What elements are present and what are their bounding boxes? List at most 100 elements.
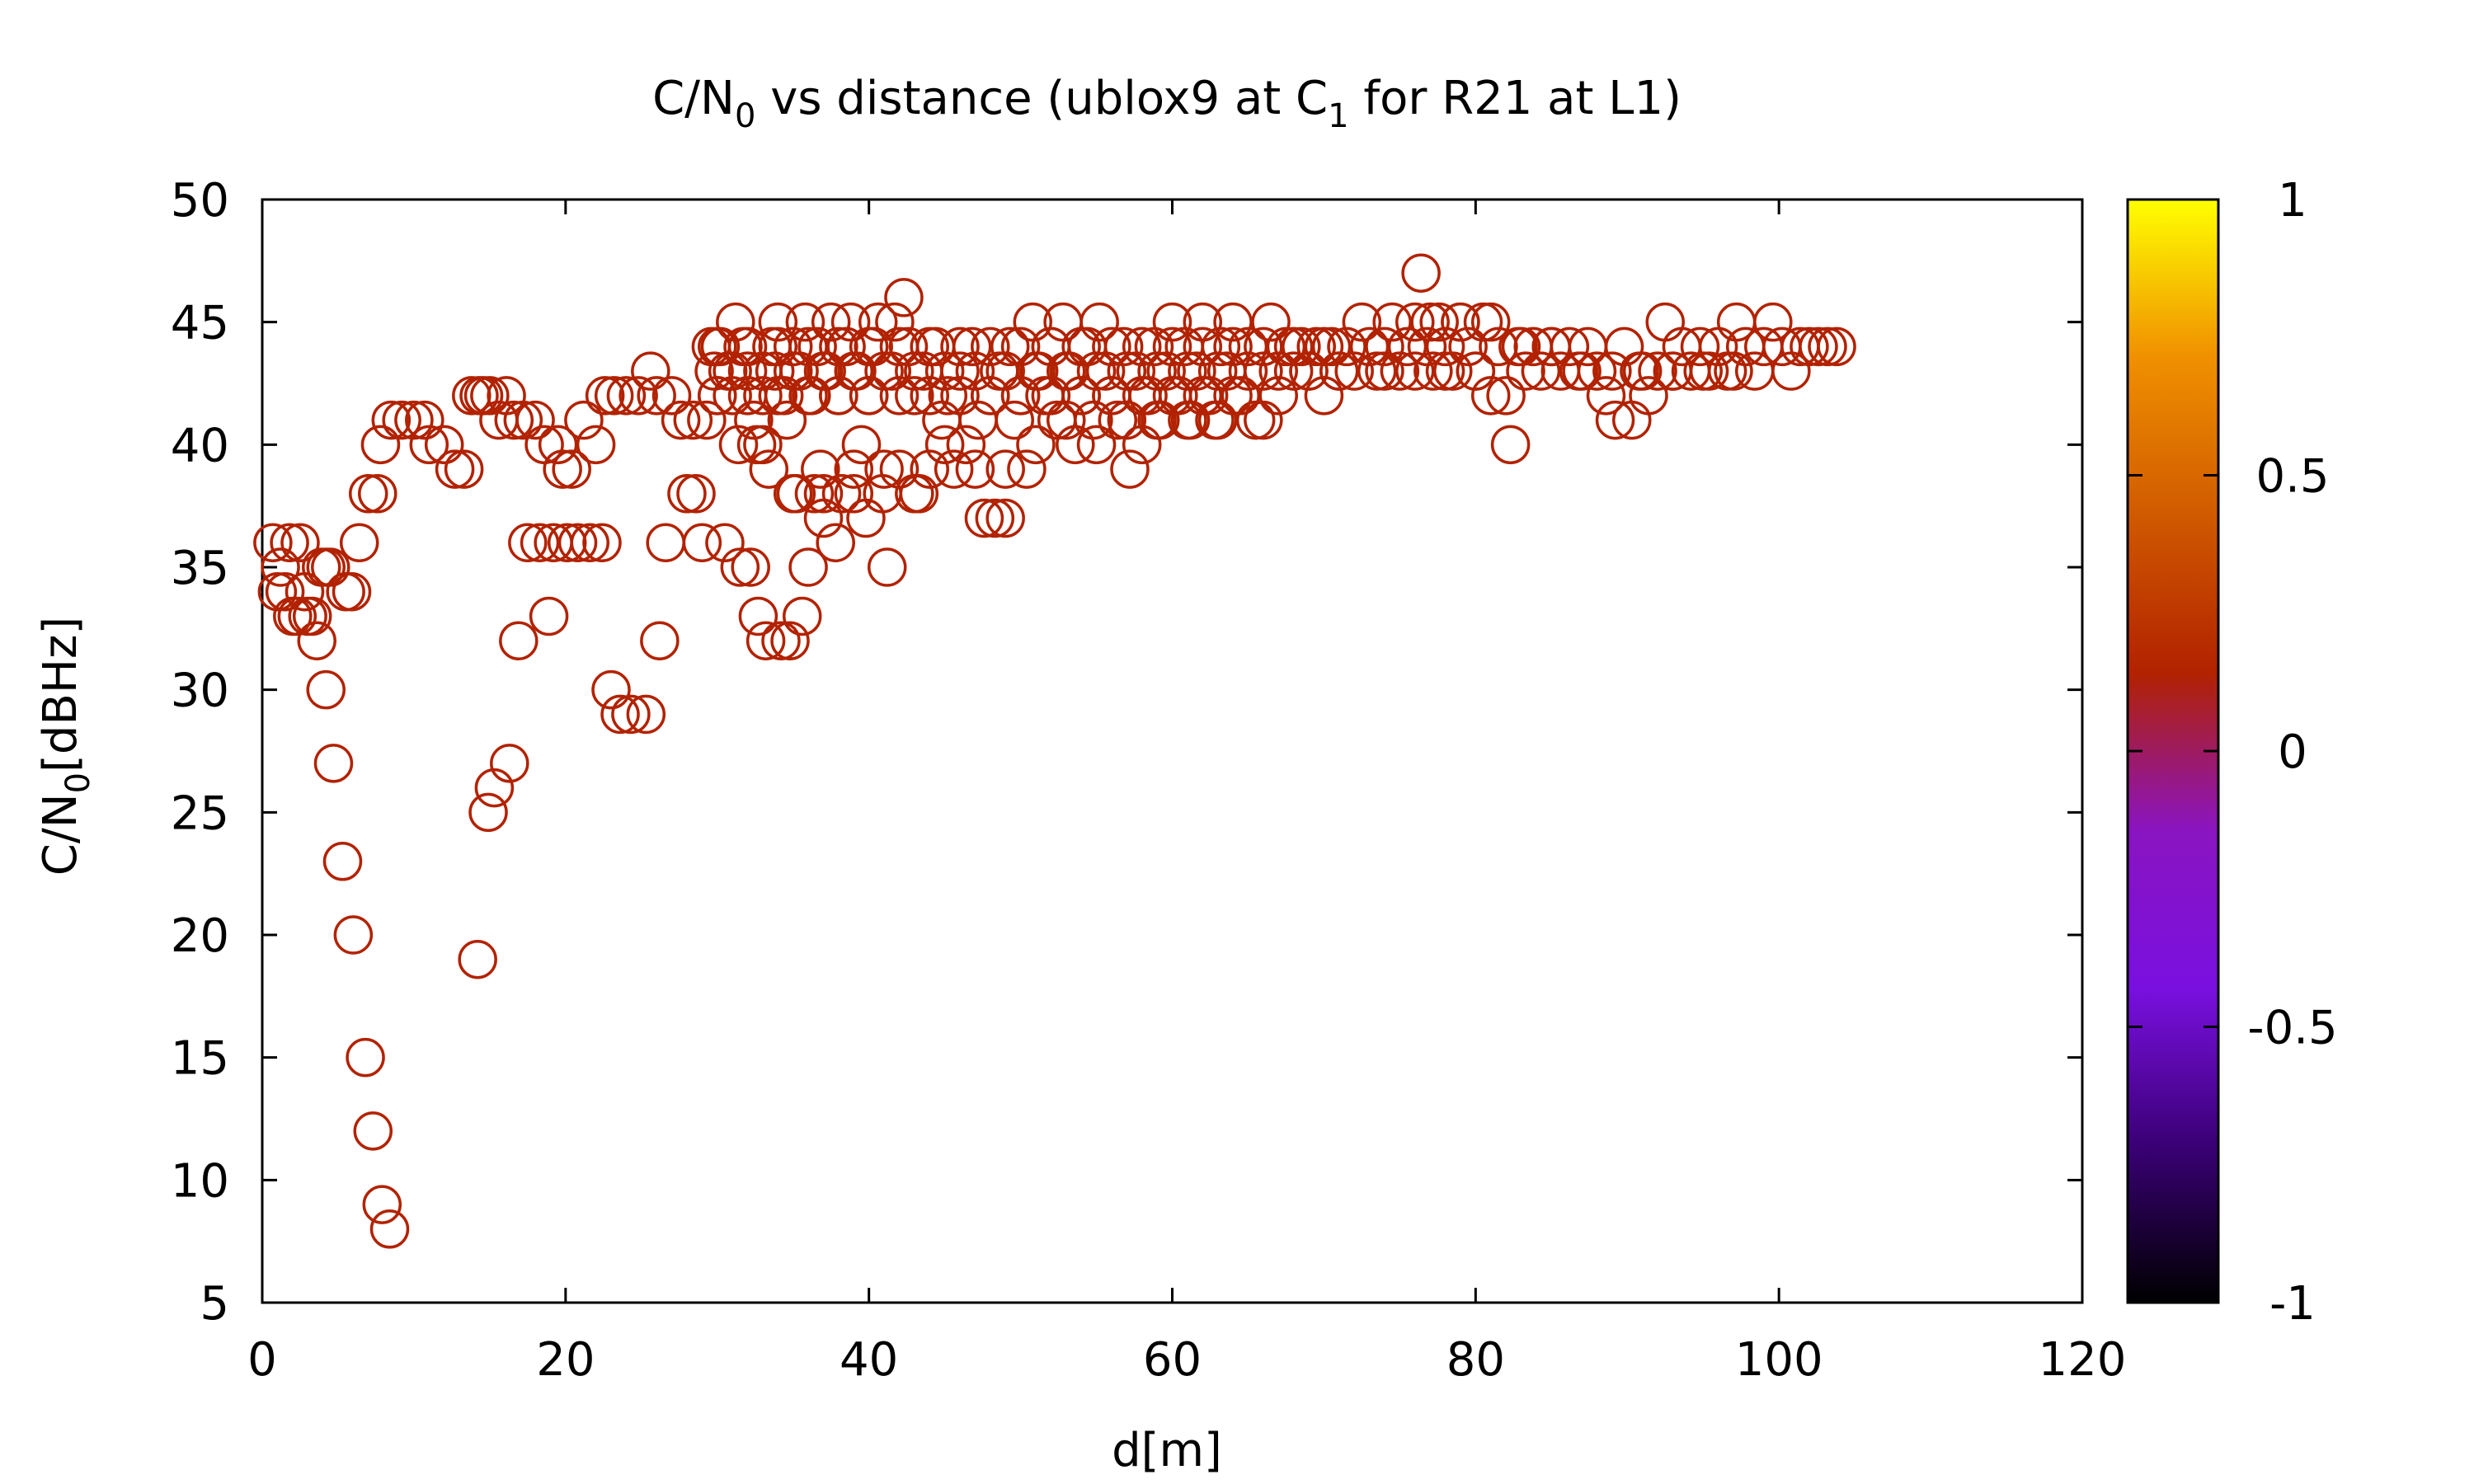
data-point (1244, 351, 1283, 391)
data-point (895, 376, 934, 416)
y-tick-label: 20 (171, 909, 229, 963)
data-point (1562, 351, 1602, 391)
data-point (1228, 351, 1268, 391)
data-point (879, 449, 920, 489)
data-point (888, 326, 929, 367)
data-point (1395, 351, 1435, 391)
data-point (1448, 326, 1488, 367)
data-point (1122, 376, 1162, 416)
data-point (946, 425, 986, 465)
data-point (600, 694, 640, 735)
data-point (564, 400, 604, 440)
y-tick-label: 45 (171, 297, 229, 350)
data-point (1463, 302, 1503, 342)
data-point (875, 302, 915, 342)
data-point (346, 1037, 385, 1078)
data-point (910, 326, 949, 367)
data-point (1653, 351, 1693, 391)
data-point (841, 425, 882, 465)
data-point (490, 744, 529, 783)
data-point (811, 302, 851, 342)
data-point (738, 596, 778, 636)
data-point (879, 326, 920, 367)
data-point (1586, 376, 1626, 416)
data-point (487, 376, 526, 416)
x-tick-label: 60 (1143, 1333, 1202, 1387)
data-point (362, 1185, 402, 1224)
data-point (849, 376, 889, 416)
data-point (794, 474, 835, 514)
data-point (940, 376, 980, 416)
data-point (834, 474, 874, 514)
data-point (1289, 351, 1329, 391)
data-point (1251, 302, 1291, 342)
colorbar-tick-label: -1 (2269, 1277, 2316, 1331)
data-point (1122, 326, 1162, 367)
data-point (582, 523, 622, 563)
data-point (734, 400, 774, 440)
data-point (758, 376, 798, 416)
y-tick-label: 25 (171, 787, 229, 840)
data-point (1183, 376, 1223, 416)
data-point (821, 474, 862, 514)
data-point (1076, 351, 1117, 391)
data-point (1103, 326, 1144, 367)
data-point (955, 351, 995, 391)
data-point (1007, 449, 1047, 489)
data-point (720, 547, 760, 587)
data-point (731, 547, 770, 587)
data-point (705, 523, 745, 563)
data-point (306, 669, 346, 710)
data-point (1365, 351, 1404, 391)
colorbar-tick-label: 0 (2278, 726, 2307, 779)
data-point (1244, 400, 1283, 440)
data-point (538, 425, 578, 465)
data-point (1213, 326, 1253, 367)
data-point (1296, 326, 1336, 367)
data-point (585, 376, 625, 416)
y-tick-label: 30 (171, 665, 229, 718)
data-point (773, 326, 813, 367)
data-point (687, 400, 727, 440)
data-point (1228, 326, 1268, 367)
data-point (1413, 351, 1453, 391)
data-point (1501, 326, 1541, 367)
data-point (557, 523, 598, 563)
data-point (1000, 376, 1041, 416)
data-point (801, 449, 840, 489)
data-point (1092, 376, 1131, 416)
data-point (280, 523, 320, 563)
data-point (698, 326, 737, 367)
data-point (458, 939, 497, 979)
data-point (758, 326, 798, 367)
data-point (1137, 400, 1177, 440)
data-point (1817, 326, 1856, 367)
data-point (1680, 326, 1720, 367)
data-point (1258, 351, 1298, 391)
data-point (1486, 376, 1526, 416)
data-point (1197, 400, 1238, 440)
data-point (637, 376, 676, 416)
data-point (1410, 302, 1450, 342)
data-point (394, 400, 434, 440)
data-point (520, 523, 560, 563)
data-point (1168, 400, 1207, 440)
data-point (594, 376, 634, 416)
data-point (1047, 400, 1086, 440)
data-point (749, 449, 789, 489)
data-point (409, 425, 449, 465)
data-point (371, 400, 412, 440)
data-point (1622, 351, 1663, 391)
data-point (1799, 326, 1838, 367)
data-point (1201, 326, 1241, 367)
data-point (934, 449, 974, 489)
data-point (858, 302, 898, 342)
data-point (1349, 326, 1390, 367)
x-tick-label: 80 (1446, 1333, 1505, 1387)
data-point (265, 571, 305, 612)
data-point (1000, 326, 1041, 367)
data-point (803, 351, 844, 391)
data-point (1550, 326, 1590, 367)
data-point (1107, 400, 1147, 440)
